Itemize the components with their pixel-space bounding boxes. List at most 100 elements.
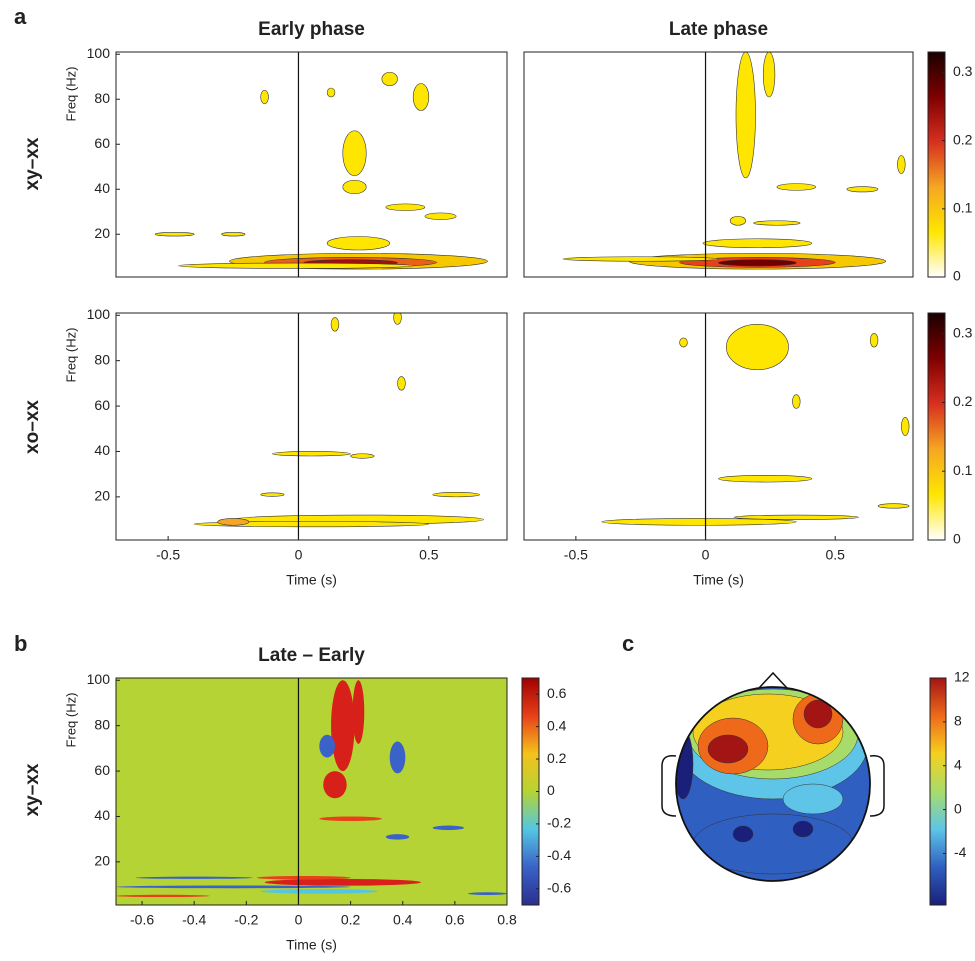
heat-patch: [601, 518, 797, 526]
topo-patch: [803, 699, 833, 729]
chart-title: Late phase: [669, 19, 768, 40]
heat-patch: [733, 514, 859, 520]
heat-patch: [753, 220, 801, 226]
heat-patch: [792, 394, 801, 409]
heat-patch: [178, 262, 414, 269]
y-tick-label: 80: [94, 90, 110, 106]
plot-frame: [115, 312, 508, 541]
colorbar-tick-label: 4: [954, 756, 962, 772]
heat-patch: [221, 232, 246, 237]
y-tick-label: 100: [87, 671, 111, 687]
colorbar-tick-label: 0.3: [953, 63, 973, 79]
x-tick-label: 0: [295, 547, 303, 563]
plot-area: [116, 678, 507, 905]
chart-title: Late – Early: [258, 645, 365, 666]
heat-patch: [217, 518, 250, 526]
y-axis-label: Freq (Hz): [63, 67, 78, 122]
head-outline: [675, 686, 871, 882]
heat-patch: [342, 130, 367, 177]
x-tick-label: 0: [702, 547, 710, 563]
heat-patch: [397, 376, 406, 391]
colorbar-tick-label: 0: [954, 800, 962, 816]
heat-patch: [385, 834, 410, 840]
heat-patch: [901, 417, 910, 436]
colorbar-tick-label: 0.2: [953, 393, 973, 409]
colorbar-tick-label: -0.6: [547, 879, 571, 895]
y-tick-label: 60: [94, 135, 110, 151]
heat-patch: [116, 894, 210, 898]
heat-patch: [467, 892, 507, 896]
y-tick-label: 60: [94, 397, 110, 413]
y-tick-label: 60: [94, 762, 110, 778]
colorbar-tick-label: -4: [954, 844, 967, 860]
colorbar: [927, 51, 946, 278]
plot-frame: [523, 51, 914, 278]
x-tick-label: 0: [295, 912, 303, 928]
colorbar-tick-label: -0.2: [547, 815, 571, 831]
y-tick-label: 40: [94, 442, 110, 458]
heat-patch: [352, 680, 365, 744]
colorbar-tick-label: 0.2: [953, 131, 973, 147]
x-tick-label: -0.5: [564, 547, 588, 563]
heat-patch: [331, 680, 355, 772]
heatmap: [562, 52, 906, 270]
y-tick-label: 40: [94, 180, 110, 196]
colorbar-tick-label: 0: [953, 268, 961, 284]
heat-patch: [897, 155, 906, 174]
heatmap: [193, 313, 484, 528]
panel-label: a: [14, 4, 27, 29]
y-axis-label: Freq (Hz): [63, 328, 78, 383]
heat-patch: [735, 52, 756, 179]
heat-patch: [326, 87, 336, 98]
heatmap: [154, 71, 488, 270]
x-tick-label: 0.5: [419, 547, 439, 563]
chart-title: Early phase: [258, 19, 365, 40]
heat-patch: [718, 475, 813, 483]
heat-patch: [762, 52, 776, 98]
heat-patch: [412, 83, 430, 111]
x-axis-label: Time (s): [693, 572, 744, 588]
plot-area: [116, 52, 507, 277]
y-tick-label: 80: [94, 351, 110, 367]
heat-patch: [424, 212, 457, 220]
head-ear: [869, 754, 885, 817]
heat-patch: [116, 885, 351, 889]
x-tick-label: 0.5: [825, 547, 845, 563]
colorbar-tick-label: 0: [953, 531, 961, 547]
x-tick-label: -0.5: [156, 547, 180, 563]
heat-patch: [135, 876, 253, 879]
y-tick-label: 20: [94, 488, 110, 504]
head-nose: [758, 671, 788, 689]
x-axis-label: Time (s): [286, 572, 337, 588]
heat-patch: [877, 503, 910, 509]
heat-patch: [702, 238, 813, 249]
heat-patch: [319, 734, 335, 758]
colorbar-tick-label: 0.1: [953, 462, 973, 478]
colorbar: [929, 677, 947, 906]
heat-patch: [193, 521, 430, 528]
heat-patch: [432, 825, 464, 831]
panel-label: b: [14, 631, 27, 656]
heat-patch: [326, 236, 391, 251]
row-label: xo–xx: [22, 400, 43, 454]
heat-patch: [718, 259, 797, 267]
panel-label: c: [622, 631, 634, 656]
heat-patch: [272, 451, 351, 457]
colorbar-tick-label: 12: [954, 669, 970, 685]
heat-patch: [264, 878, 421, 886]
y-tick-label: 40: [94, 807, 110, 823]
colorbar-tick-label: 0.1: [953, 200, 973, 216]
heat-patch: [260, 492, 285, 497]
colorbar-tick-label: 0.6: [547, 685, 567, 701]
x-axis-label: Time (s): [286, 937, 337, 953]
heat-patch: [342, 179, 367, 195]
y-axis-label: Freq (Hz): [63, 693, 78, 748]
plot-frame: [115, 51, 508, 278]
heat-patch: [389, 741, 406, 774]
heat-patch: [393, 313, 402, 325]
heat-patch: [385, 203, 426, 211]
heat-patch: [330, 317, 340, 332]
colorbar-tick-label: 0.4: [547, 717, 567, 733]
head-ear: [661, 754, 677, 817]
plot-area: [116, 313, 507, 540]
